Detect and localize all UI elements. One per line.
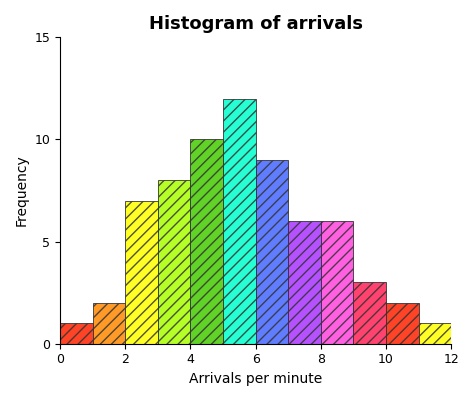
Bar [288,221,321,344]
Y-axis label: Frequency: Frequency [15,155,29,227]
Bar [386,303,419,344]
Bar [93,303,125,344]
X-axis label: Arrivals per minute: Arrivals per minute [189,372,322,386]
Title: Histogram of arrivals: Histogram of arrivals [149,15,363,33]
Bar [354,282,386,344]
Bar [158,180,191,344]
Bar [255,160,288,344]
Bar [419,323,451,344]
Bar [223,99,255,344]
Bar [321,221,354,344]
Bar [60,323,93,344]
Bar [191,140,223,344]
Bar [125,201,158,344]
